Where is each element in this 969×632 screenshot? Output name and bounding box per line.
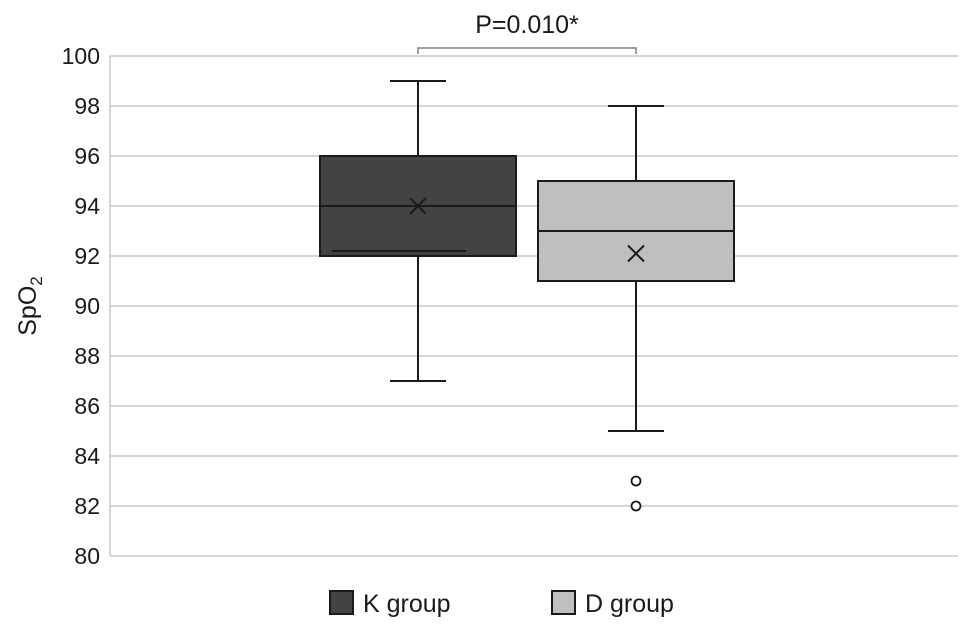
y-tick-label: 96 [74,143,100,169]
outlier-point [630,475,642,487]
box-series [319,80,735,512]
legend-swatch [551,590,576,615]
y-axis-label-subscript: 2 [27,276,46,285]
legend-label: D group [585,590,674,618]
grid-lines [109,55,958,557]
y-axis-label: SpO2 [14,276,46,336]
legend-swatch [329,590,354,615]
y-tick-label: 82 [74,493,100,519]
mean-marker [627,244,645,263]
y-axis-label-main: SpO [14,286,42,336]
y-tick-label: 94 [74,193,100,219]
significance-annotation: P=0.010* [417,11,637,54]
significance-bracket [417,47,637,54]
y-tick-label: 98 [74,93,100,119]
y-tick-label: 88 [74,343,100,369]
box-k-group [319,80,517,382]
outlier-point [630,500,642,512]
y-tick-label: 100 [62,43,100,69]
y-tick-labels: 80 82 84 86 88 90 92 94 96 98 100 [62,43,101,569]
box-d-group [537,105,735,512]
significance-label: P=0.010* [475,11,579,39]
mean-marker [409,197,427,215]
y-tick-label: 92 [74,243,100,269]
y-tick-label: 86 [74,393,100,419]
legend: K group D group [329,590,674,618]
legend-item: K group [329,590,451,618]
y-tick-label: 84 [74,443,100,469]
y-tick-label: 80 [74,543,100,569]
legend-label: K group [363,590,451,618]
y-tick-label: 90 [74,293,100,319]
legend-item: D group [551,590,674,618]
